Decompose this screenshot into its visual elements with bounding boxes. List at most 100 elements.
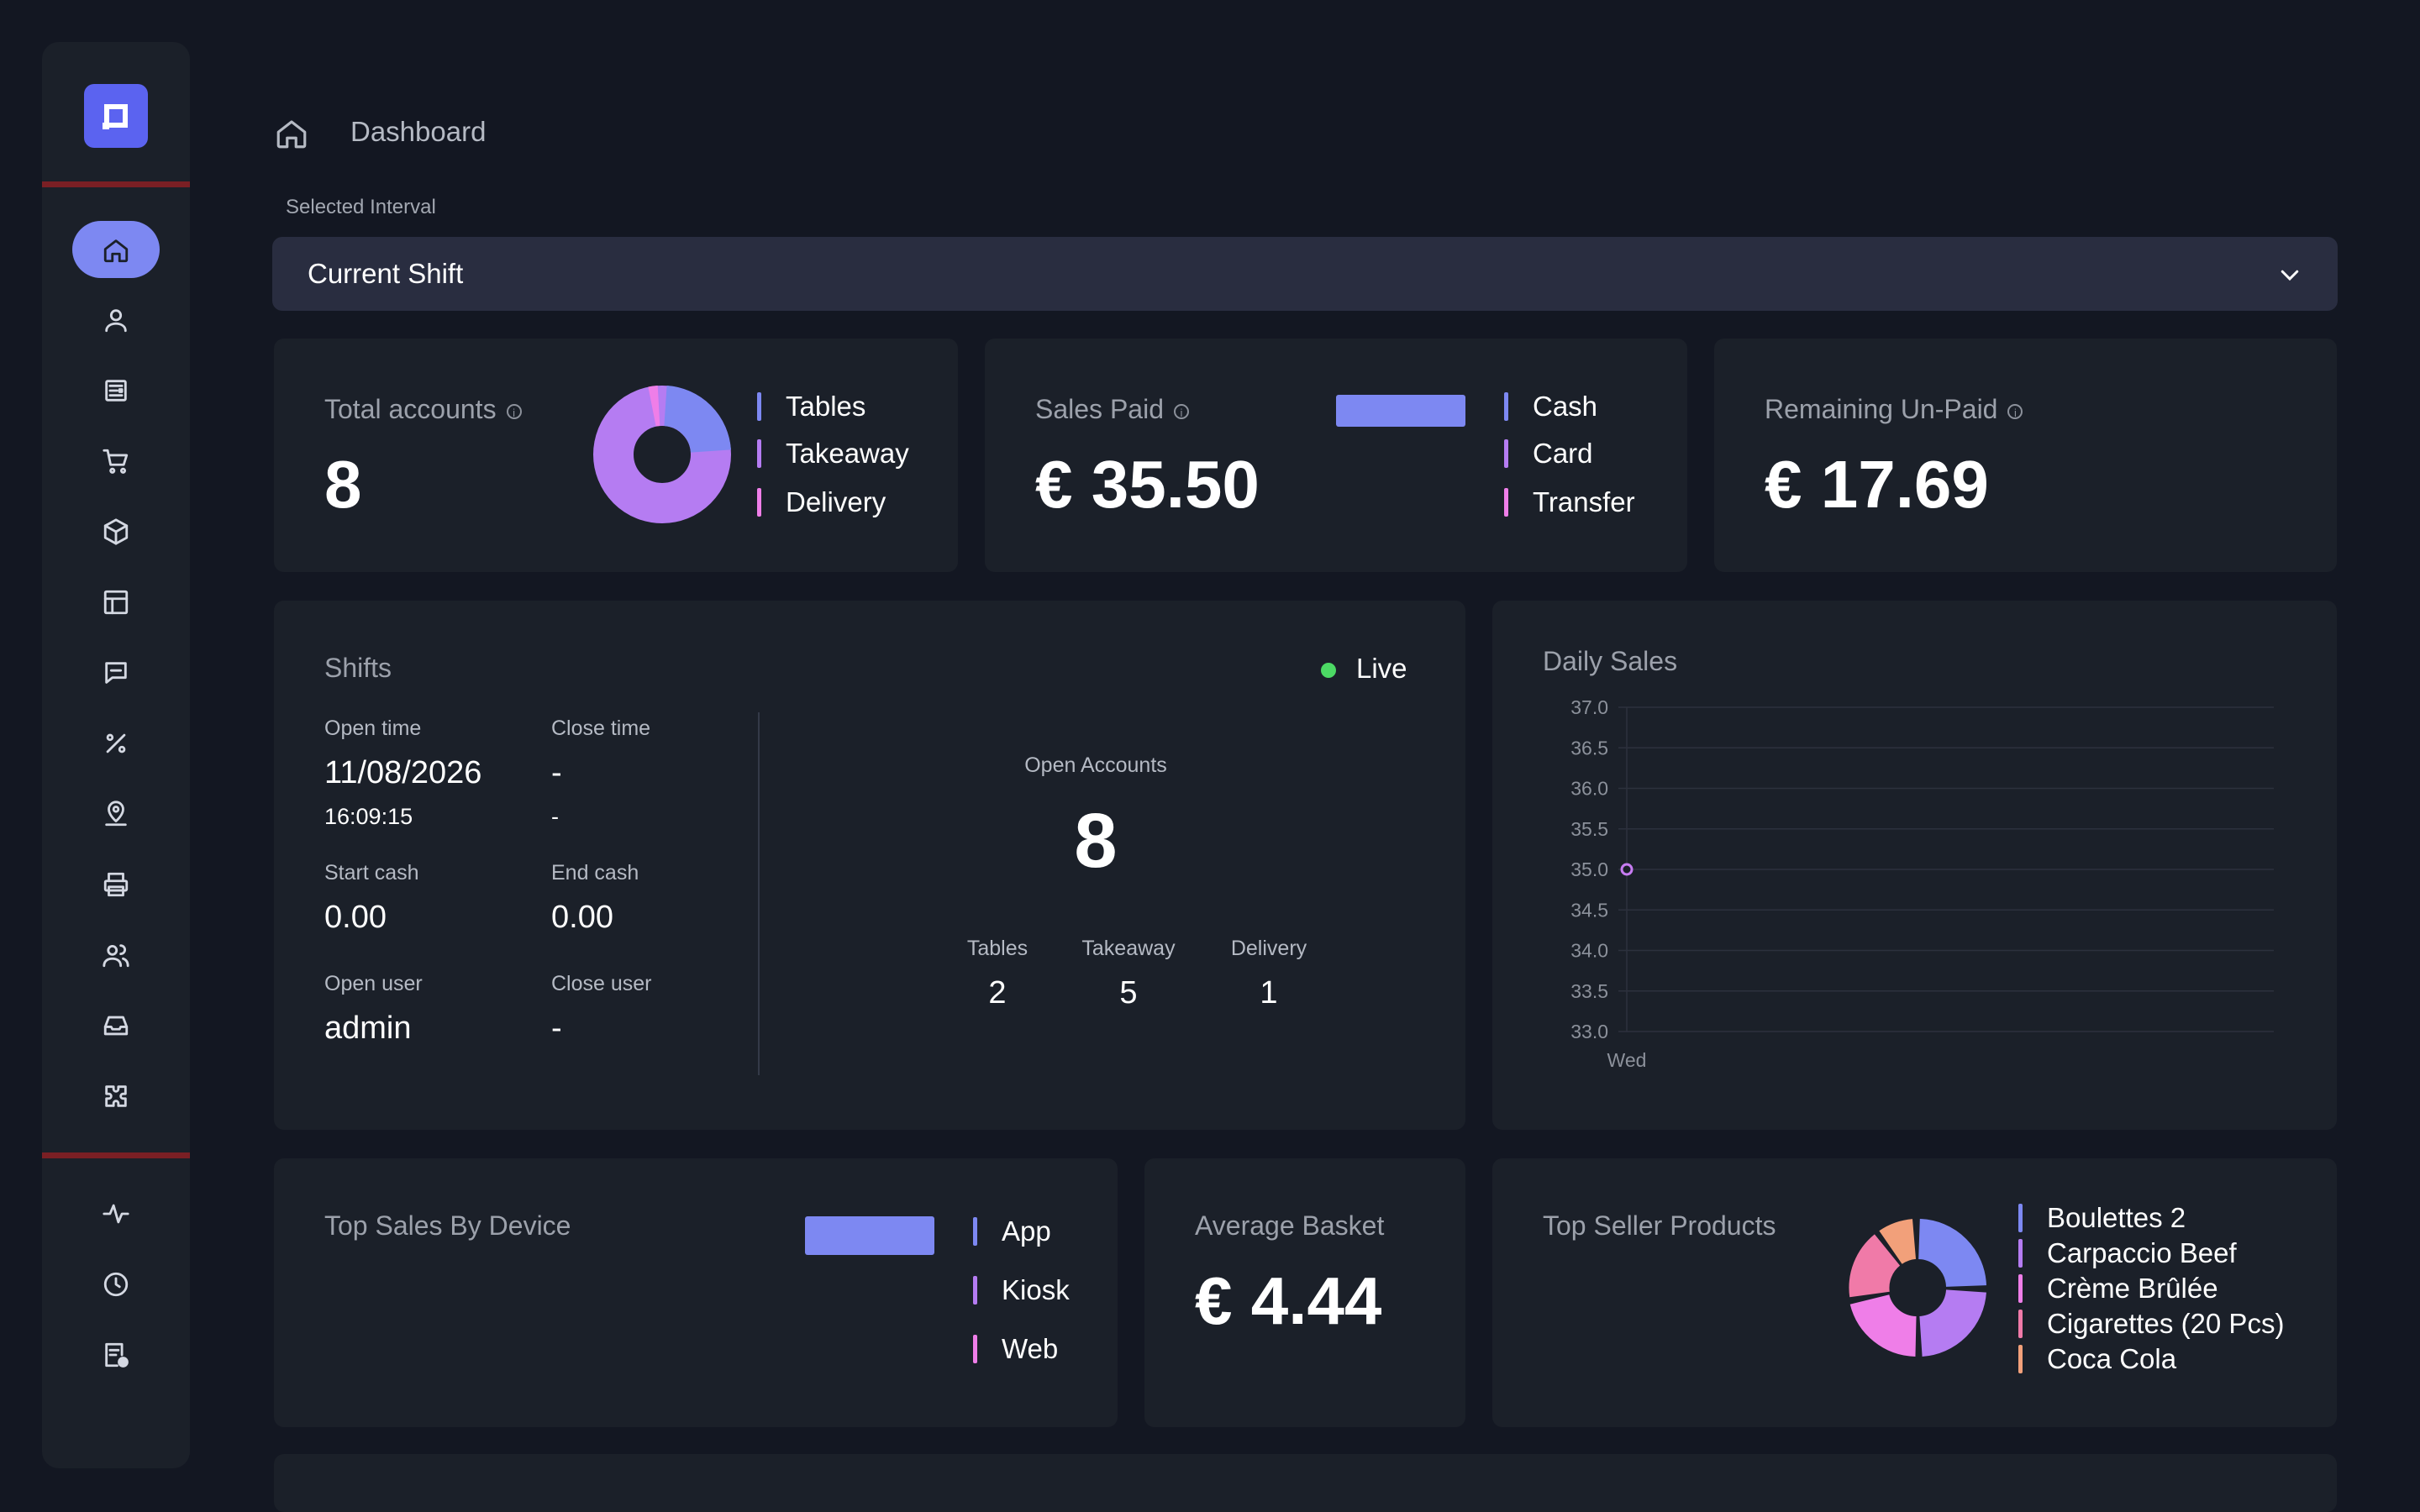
sidebar-separator: [42, 1152, 190, 1158]
interval-select[interactable]: Current Shift: [272, 237, 2338, 311]
legend-product-5: Coca Cola: [2018, 1343, 2176, 1375]
inbox-icon: [103, 1016, 129, 1036]
close-user: -: [551, 1011, 562, 1046]
nav-reports[interactable]: [42, 1326, 190, 1384]
chevron-down-icon: [2281, 270, 2299, 281]
sidebar-separator: [42, 181, 190, 187]
breadcrumb-home-icon[interactable]: [274, 116, 309, 151]
cart-icon: [103, 449, 129, 474]
legend-kiosk: Kiosk: [973, 1274, 1070, 1306]
package-icon: [103, 518, 129, 545]
product-slice-coca: [1879, 1219, 1918, 1265]
percent-icon: [106, 733, 126, 753]
legend-product-4: Cigarettes (20 Pcs): [2018, 1308, 2284, 1340]
y-tick-label: 36.0: [1570, 778, 1608, 800]
nav-products[interactable]: [42, 502, 190, 561]
accounts-donut-chart: [593, 386, 731, 523]
next-card: [274, 1454, 2337, 1512]
legend-tables: Tables: [757, 391, 865, 423]
open-date: 11/08/2026: [324, 755, 482, 790]
app-logo[interactable]: [84, 84, 148, 148]
close-time-label: Close time: [551, 717, 651, 740]
location-icon: [105, 801, 127, 827]
legend-web: Web: [973, 1333, 1058, 1365]
nav-integrations[interactable]: [42, 1067, 190, 1126]
puzzle-icon: [105, 1085, 127, 1107]
close-user-label: Close user: [551, 972, 652, 995]
legend-cash: Cash: [1504, 391, 1597, 423]
remaining-value: € 17.69: [1765, 447, 1989, 522]
sales-paid-title: Sales Paid i: [1035, 394, 1189, 425]
total-accounts-title: Total accounts i: [324, 394, 522, 425]
total-accounts-value: 8: [324, 447, 362, 522]
end-cash-label: End cash: [551, 861, 639, 885]
nav-home[interactable]: [42, 221, 190, 280]
shifts-divider: [758, 712, 760, 1075]
remaining-title: Remaining Un-Paid i: [1765, 394, 2023, 425]
product-slice-boulettes: [1917, 1219, 1986, 1289]
product-slice-carpaccio: [1918, 1289, 1986, 1357]
data-point[interactable]: [1620, 863, 1634, 876]
breakdown-delivery-label: Delivery: [1230, 937, 1307, 960]
breadcrumb: Dashboard: [350, 116, 487, 147]
sidebar: [42, 42, 190, 1468]
open-accounts-value: 8: [1074, 798, 1118, 884]
nav-inbox[interactable]: [42, 996, 190, 1055]
legend-card: Card: [1504, 438, 1593, 470]
nav-messages[interactable]: [42, 643, 190, 702]
legend-app: App: [973, 1215, 1051, 1247]
users-icon: [103, 944, 129, 968]
daily-sales-chart: 37.0 36.5 36.0 35.5 35.0 34.5 34.0 33.5 33.0 Wed: [1570, 696, 2274, 1071]
nav-cart[interactable]: [42, 432, 190, 491]
top-products-card: Top Seller Products Boulettes 2 Carpacci…: [1492, 1158, 2337, 1427]
info-icon[interactable]: i: [506, 403, 522, 419]
donut-slice-delivery: [648, 386, 660, 427]
nav-printers[interactable]: [42, 855, 190, 914]
y-tick-label: 35.0: [1570, 858, 1608, 880]
nav-users[interactable]: [42, 926, 190, 984]
y-tick-label: 33.0: [1570, 1021, 1608, 1042]
nav-history[interactable]: [42, 1255, 190, 1314]
info-icon[interactable]: i: [2007, 403, 2023, 419]
average-basket-value: € 4.44: [1195, 1263, 1382, 1338]
legend-takeaway: Takeaway: [757, 438, 909, 470]
y-tick-label: 33.5: [1570, 980, 1608, 1002]
nav-locations[interactable]: [42, 785, 190, 843]
legend-transfer: Transfer: [1504, 486, 1635, 518]
x-tick-label: Wed: [1607, 1049, 1647, 1071]
nav-activity[interactable]: [42, 1184, 190, 1243]
nav-discounts[interactable]: [42, 714, 190, 773]
legend-product-1: Boulettes 2: [2018, 1202, 2186, 1234]
sales-paid-value: € 35.50: [1035, 447, 1260, 522]
interval-value: Current Shift: [308, 258, 464, 289]
info-icon[interactable]: i: [1173, 403, 1189, 419]
open-clock: 16:09:15: [324, 804, 413, 829]
report-icon: [105, 1342, 129, 1368]
y-tick-label: 37.0: [1570, 696, 1608, 718]
interval-label: Selected Interval: [286, 196, 436, 218]
open-user: admin: [324, 1011, 412, 1046]
breakdown-delivery-value: 1: [1260, 975, 1278, 1011]
shifts-title: Shifts: [324, 653, 392, 683]
legend-delivery: Delivery: [757, 486, 886, 518]
y-tick-label: 35.5: [1570, 818, 1608, 840]
nav-tables[interactable]: [42, 573, 190, 632]
nav-profile[interactable]: [42, 291, 190, 349]
remaining-unpaid-card: Remaining Un-Paid i € 17.69: [1714, 339, 2337, 572]
message-icon: [105, 662, 127, 684]
average-basket-card: Average Basket € 4.44: [1144, 1158, 1465, 1427]
close-clock: -: [551, 804, 559, 829]
y-tick-label: 34.0: [1570, 940, 1608, 962]
product-slice-cigarettes: [1849, 1234, 1901, 1298]
legend-product-3: Crème Brûlée: [2018, 1273, 2218, 1305]
nav-orders[interactable]: [42, 361, 190, 420]
breakdown-takeaway-label: Takeaway: [1081, 937, 1176, 960]
breakdown-tables-value: 2: [988, 975, 1007, 1011]
y-tick-label: 34.5: [1570, 899, 1608, 921]
activity-icon: [103, 1204, 129, 1224]
end-cash: 0.00: [551, 900, 613, 935]
open-accounts-label: Open Accounts: [1024, 753, 1167, 777]
top-device-card: Top Sales By Device App Kiosk Web: [274, 1158, 1118, 1427]
daily-sales-card: Daily Sales 37.0 36.5 36.0 35.5 35.0 34.5 34.0…: [1492, 601, 2337, 1130]
live-status: Live: [1321, 653, 1407, 685]
